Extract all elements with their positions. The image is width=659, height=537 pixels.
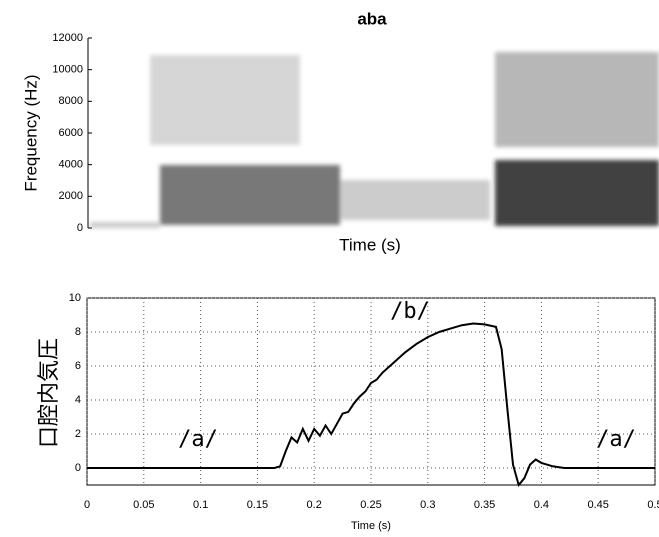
spectrogram-region	[90, 222, 160, 228]
x-tick-label: 0.05	[133, 499, 154, 511]
annotation: /a/	[596, 427, 636, 452]
y-tick-label: 8	[75, 326, 81, 338]
spectrogram-region	[495, 52, 659, 147]
y-tick-label: 6000	[59, 127, 83, 139]
x-tick-label: 0.1	[193, 499, 208, 511]
y-tick-label: 4000	[59, 159, 83, 171]
y-tick-label: 8000	[59, 95, 83, 107]
spectrogram-region	[495, 160, 659, 226]
annotation: /a/	[178, 427, 218, 452]
x-tick-label: 0.15	[247, 499, 268, 511]
y-axis-label: 口腔内気圧	[37, 338, 62, 448]
x-tick-label: 0.2	[307, 499, 322, 511]
data-line	[87, 322, 655, 488]
y-tick-label: 10	[69, 292, 81, 304]
x-tick-label: 0.45	[587, 499, 608, 511]
spectrogram-region	[340, 180, 490, 220]
y-tick-label: 2000	[59, 190, 83, 202]
y-tick-label: 4	[75, 394, 81, 406]
x-tick-label: 0.5	[647, 499, 659, 511]
spectrogram-region	[150, 55, 300, 145]
y-tick-label: 2	[75, 428, 81, 440]
y-tick-label: 0	[75, 462, 81, 474]
spectrogram-image	[90, 52, 659, 228]
chart-title: aba	[357, 9, 387, 28]
x-tick-label: 0.4	[534, 499, 549, 511]
y-tick-label: 0	[77, 222, 83, 234]
x-tick-label: 0	[84, 499, 90, 511]
x-axis-label: Time (s)	[339, 235, 401, 254]
x-tick-label: 0.35	[474, 499, 495, 511]
y-tick-label: 10000	[52, 64, 83, 76]
y-tick-label: 6	[75, 360, 81, 372]
spectrogram-region	[160, 165, 340, 225]
annotation: /b/	[390, 299, 430, 324]
x-axis-label: Time (s)	[351, 520, 391, 532]
x-tick-label: 0.3	[420, 499, 435, 511]
y-axis-label: Frequency (Hz)	[21, 74, 40, 191]
y-tick-label: 12000	[52, 32, 83, 44]
x-tick-label: 0.25	[360, 499, 381, 511]
